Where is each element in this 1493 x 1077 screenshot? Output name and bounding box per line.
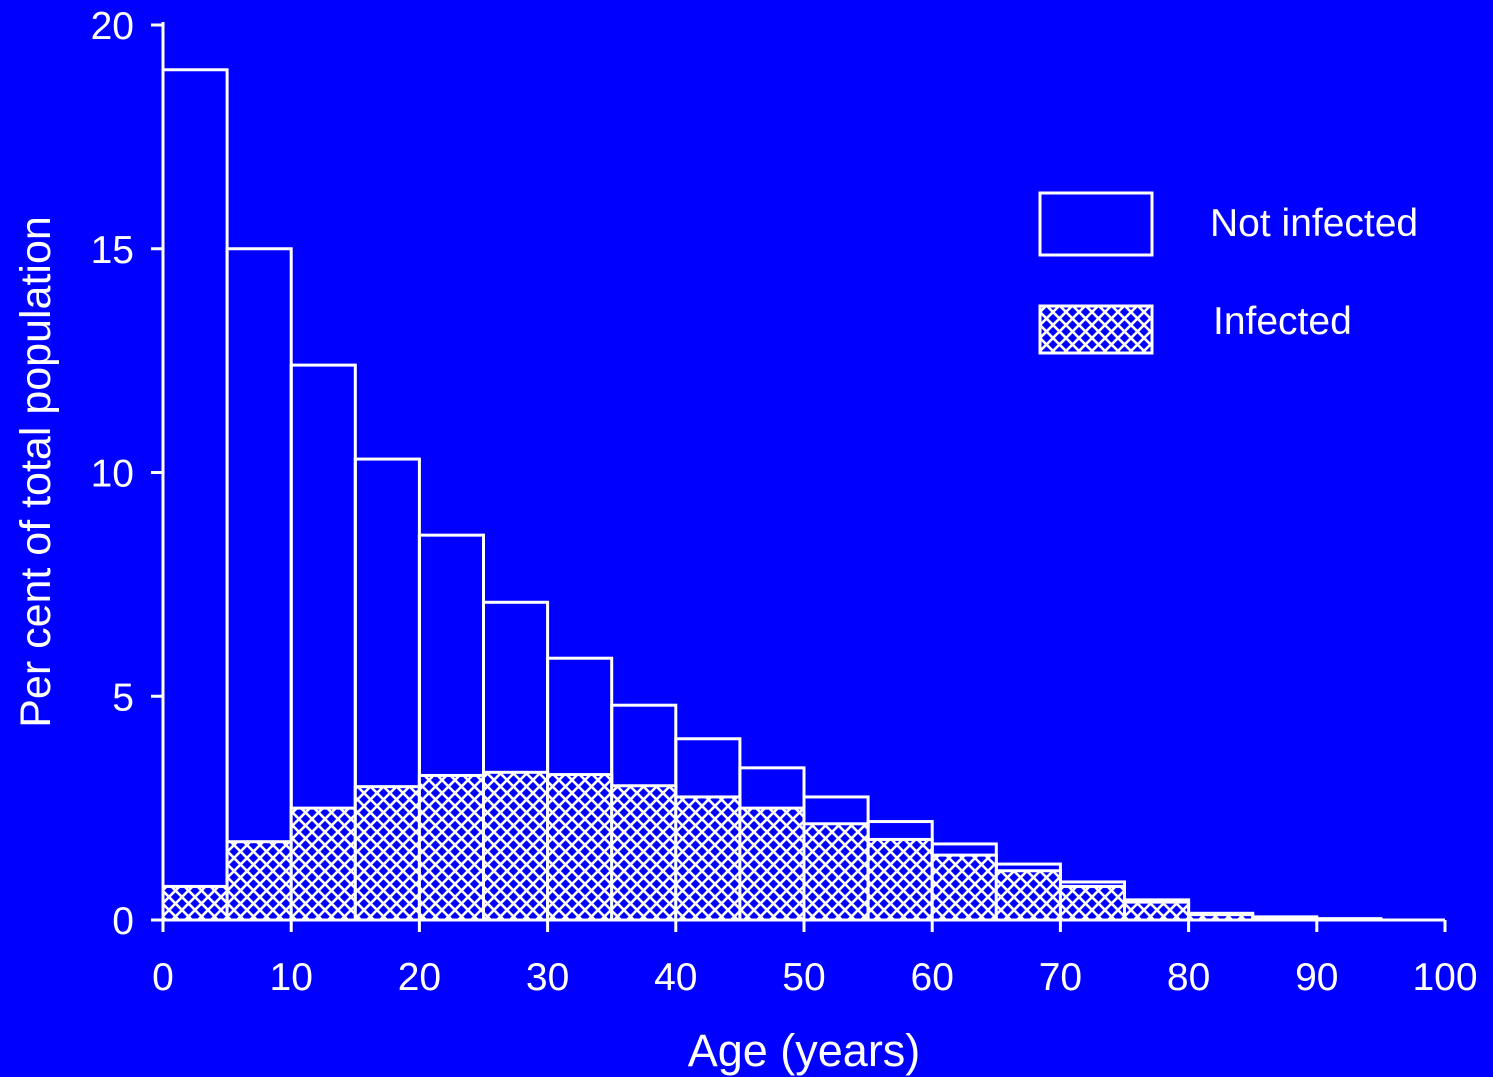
y-tick-label-5: 5: [112, 676, 134, 719]
bar-infected-15: [353, 785, 421, 922]
x-tick-label-30: 30: [526, 956, 569, 999]
bar-infected-0: [161, 884, 229, 922]
bar-total-0: [161, 68, 229, 922]
x-tick-label-60: 60: [911, 956, 954, 999]
legend-label-not-infected: Not infected: [1210, 202, 1418, 245]
y-tick-label-20: 20: [91, 5, 134, 48]
bar-infected-40: [674, 795, 742, 922]
x-tick-label-90: 90: [1295, 956, 1338, 999]
bar-infected-45: [738, 806, 806, 922]
bars-total-layer: [161, 68, 1383, 922]
bars-infected-layer: [161, 770, 1383, 922]
legend-swatch-not-infected: [1038, 191, 1154, 257]
bar-infected-20: [417, 773, 485, 922]
bar-infected-75: [1123, 900, 1191, 922]
bar-infected-60: [930, 853, 998, 922]
legend: Not infected Infected: [1038, 191, 1418, 355]
y-tick-label-15: 15: [91, 229, 134, 272]
x-tick-label-0: 0: [152, 956, 174, 999]
bar-infected-30: [546, 773, 614, 922]
bar-infected-70: [1058, 884, 1127, 922]
bar-infected-25: [482, 770, 550, 922]
bar-infected-10: [289, 806, 357, 922]
x-tick-label-80: 80: [1167, 956, 1210, 999]
x-axis-label: Age (years): [688, 1025, 921, 1076]
bar-infected-50: [802, 822, 870, 922]
y-tick-label-10: 10: [91, 453, 134, 496]
x-tick-label-70: 70: [1039, 956, 1082, 999]
bar-total-5: [225, 247, 293, 922]
x-tick-label-50: 50: [782, 956, 825, 999]
y-ticks: 0 5 10 15 20: [91, 5, 163, 943]
legend-swatch-infected: [1038, 304, 1154, 355]
y-axis-label: Per cent of total population: [12, 216, 60, 728]
x-tick-label-100: 100: [1412, 956, 1477, 999]
bar-infected-35: [610, 784, 678, 922]
y-tick-label-0: 0: [112, 900, 134, 943]
x-ticks: 0 10 20 30 40 50 60 70 80 90 100: [152, 920, 1478, 999]
legend-label-infected: Infected: [1213, 300, 1352, 343]
x-tick-label-40: 40: [654, 956, 697, 999]
x-tick-label-10: 10: [270, 956, 313, 999]
bar-infected-65: [994, 869, 1062, 922]
x-tick-label-20: 20: [398, 956, 441, 999]
bar-infected-5: [225, 840, 293, 922]
bar-infected-55: [866, 837, 934, 922]
